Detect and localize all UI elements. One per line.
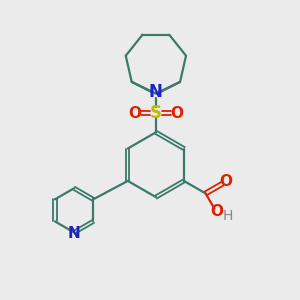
Text: O: O <box>128 106 141 121</box>
Text: N: N <box>149 83 163 101</box>
Text: O: O <box>210 204 223 219</box>
Text: O: O <box>171 106 184 121</box>
Text: H: H <box>223 209 233 223</box>
Text: N: N <box>68 226 80 241</box>
Text: S: S <box>150 104 162 122</box>
Text: O: O <box>219 174 232 189</box>
